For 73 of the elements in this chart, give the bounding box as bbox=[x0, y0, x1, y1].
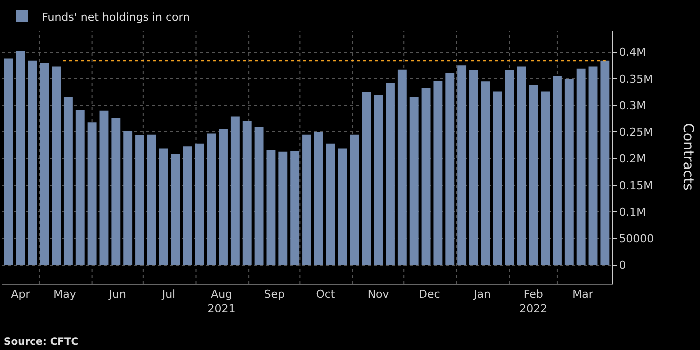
bar bbox=[207, 134, 216, 266]
bar bbox=[147, 134, 156, 266]
bar bbox=[588, 66, 598, 266]
bar bbox=[100, 110, 109, 266]
source-note: Source: CFTC bbox=[4, 337, 79, 348]
bar bbox=[290, 151, 300, 266]
x-tick-label: Apr bbox=[11, 288, 31, 302]
bar bbox=[576, 68, 586, 266]
bar bbox=[493, 92, 502, 266]
x-tick-label: Mar bbox=[572, 288, 594, 302]
y-tick-label: 0.25M bbox=[619, 126, 654, 140]
bar bbox=[183, 146, 192, 266]
x-tick-label: Sep bbox=[264, 288, 286, 302]
y-tick-label: 50000 bbox=[619, 232, 654, 246]
bar bbox=[314, 132, 324, 266]
bar bbox=[171, 154, 180, 266]
y-tick-label: 0.4M bbox=[619, 46, 646, 60]
bar bbox=[4, 58, 14, 266]
x-tick-label: Dec bbox=[419, 288, 440, 302]
bar bbox=[564, 78, 574, 266]
bar bbox=[112, 118, 121, 266]
bar bbox=[434, 81, 443, 266]
bar bbox=[600, 60, 610, 266]
x-tick-label: Oct bbox=[316, 288, 336, 302]
bar bbox=[350, 134, 360, 266]
bar bbox=[374, 95, 384, 266]
bar bbox=[242, 121, 252, 266]
x-tick-label: Nov bbox=[368, 288, 390, 302]
bar bbox=[446, 73, 455, 266]
bar bbox=[338, 148, 348, 266]
bar bbox=[458, 66, 467, 266]
bar bbox=[422, 88, 431, 266]
bar bbox=[362, 92, 372, 266]
bar bbox=[517, 66, 526, 266]
bar bbox=[219, 130, 228, 266]
y-tick-label: 0 bbox=[619, 259, 626, 272]
x-tick-label: Jul bbox=[161, 288, 176, 302]
x-tick-label: Aug 2021 bbox=[208, 288, 236, 316]
bar bbox=[124, 131, 133, 266]
bar bbox=[505, 70, 514, 266]
bar bbox=[230, 116, 240, 266]
bar bbox=[302, 134, 312, 266]
bar bbox=[28, 60, 38, 266]
bar bbox=[266, 150, 276, 266]
y-tick-label: 0.15M bbox=[619, 179, 654, 192]
bar bbox=[470, 70, 478, 266]
x-tick-label: Feb 2022 bbox=[520, 288, 548, 316]
y-tick-label: 0.3M bbox=[619, 99, 646, 112]
bar bbox=[76, 110, 85, 266]
bar bbox=[410, 97, 419, 266]
y-axis-title: Contracts bbox=[680, 123, 696, 191]
bar bbox=[398, 70, 407, 266]
y-tick-label: 0.2M bbox=[619, 152, 646, 166]
bar bbox=[529, 85, 538, 266]
bar bbox=[254, 127, 264, 266]
bar bbox=[386, 83, 395, 266]
bar bbox=[195, 144, 204, 266]
x-tick-label: Jun bbox=[108, 288, 126, 302]
y-tick-label: 0.35M bbox=[619, 72, 654, 86]
bar bbox=[541, 92, 550, 266]
bar bbox=[52, 66, 61, 266]
bar bbox=[278, 152, 288, 266]
bar bbox=[159, 148, 168, 266]
bar bbox=[481, 82, 490, 266]
y-tick-label: 0.1M bbox=[619, 206, 646, 219]
bar bbox=[64, 97, 73, 266]
x-tick-label: Jan bbox=[473, 288, 491, 302]
x-tick-label: May bbox=[54, 288, 77, 302]
legend-label: Funds' net holdings in corn bbox=[42, 10, 190, 24]
bar bbox=[326, 144, 336, 266]
bar bbox=[553, 76, 562, 266]
bar bbox=[16, 51, 26, 266]
bar bbox=[40, 63, 50, 266]
